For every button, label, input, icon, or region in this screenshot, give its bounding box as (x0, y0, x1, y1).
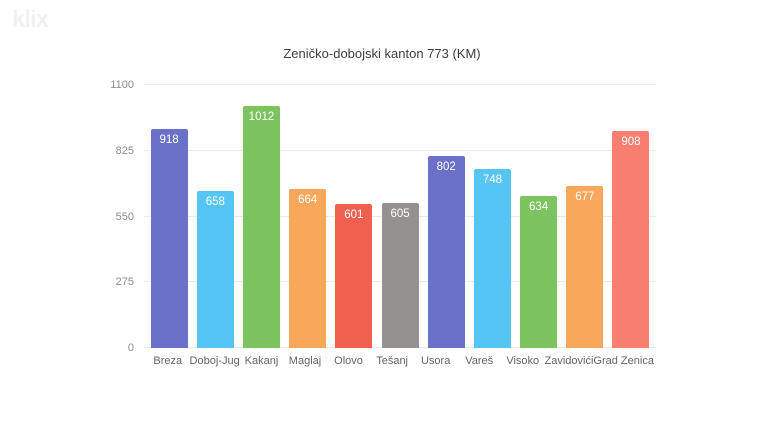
bar-slot: 1012 (238, 85, 284, 348)
x-tick-label: Vareš (465, 355, 494, 367)
x-tick-label: Zavidovići (544, 355, 594, 367)
gridline (144, 149, 656, 151)
y-tick-label: 275 (115, 276, 134, 289)
bar-maglaj: 664 (289, 189, 327, 348)
bar-value-label: 605 (390, 208, 410, 221)
klix-logo: klix (12, 6, 49, 33)
y-tick-label: 825 (115, 144, 134, 157)
bar-slot: 918 (146, 85, 192, 348)
bar-olovo: 601 (335, 204, 373, 348)
bar-slot: 748 (469, 85, 515, 348)
bar-slot: 605 (377, 85, 423, 348)
bar-slot: 677 (562, 85, 608, 348)
bar-slot: 601 (331, 85, 377, 348)
x-tick-label: Breza (153, 355, 183, 367)
bar-grad-zenica: 908 (612, 130, 650, 348)
plot-area: 0 275 550 825 1100 918 658 1012 664 601 605 802 748… (110, 79, 656, 354)
x-tick-label: Grad Zenica (593, 355, 654, 367)
bar-value-label: 802 (436, 161, 456, 174)
y-tick-label: 1100 (110, 79, 134, 91)
bar-value-label: 677 (575, 191, 595, 204)
x-tick-label: Usora (420, 355, 451, 367)
bar-slot: 908 (608, 85, 654, 348)
bar-chart: Zeničko-dobojski kanton 773 (KM) 0 275 550… (108, 46, 656, 367)
bar-kakanj: 1012 (242, 106, 280, 348)
x-tick-label: Maglaj (288, 355, 322, 367)
bar-slot: 802 (423, 85, 469, 348)
bar-value-label: 1012 (248, 111, 275, 124)
x-tick-label: Kakanj (244, 355, 279, 367)
bar-value-label: 658 (205, 195, 225, 208)
bar-value-label: 908 (621, 135, 641, 148)
bar-value-label: 601 (344, 209, 364, 222)
bar-slot: 634 (516, 85, 562, 348)
bar-breza: 918 (150, 128, 188, 348)
x-tick-label: Doboj-Jug (189, 355, 240, 367)
x-axis-labels: Breza Doboj-Jug Kakanj Maglaj Olovo Tešanj Uso… (144, 355, 656, 367)
bar-value-label: 918 (159, 133, 179, 146)
x-tick-label: Visoko (506, 355, 540, 367)
bar-tešanj: 605 (381, 203, 419, 348)
bar-value-label: 634 (529, 201, 549, 214)
bars-container: 918 658 1012 664 601 605 802 748 634 677 908 (144, 85, 656, 348)
y-tick-label: 550 (115, 210, 134, 223)
bar-zavidovići: 677 (566, 186, 604, 348)
bar-vareš: 748 (473, 169, 511, 348)
bar-slot: 664 (285, 85, 331, 348)
bar-value-label: 664 (298, 194, 318, 207)
x-tick-label: Olovo (334, 355, 363, 367)
bar-usora: 802 (427, 156, 465, 348)
x-tick-label: Tešanj (376, 355, 408, 367)
gridline (144, 84, 656, 85)
bar-slot: 658 (192, 85, 238, 348)
chart-title: Zeničko-dobojski kanton 773 (KM) (283, 46, 481, 61)
bar-value-label: 748 (482, 174, 502, 187)
bar-doboj-jug: 658 (196, 190, 234, 348)
y-tick-label: 0 (127, 342, 134, 354)
bar-visoko: 634 (520, 196, 558, 348)
